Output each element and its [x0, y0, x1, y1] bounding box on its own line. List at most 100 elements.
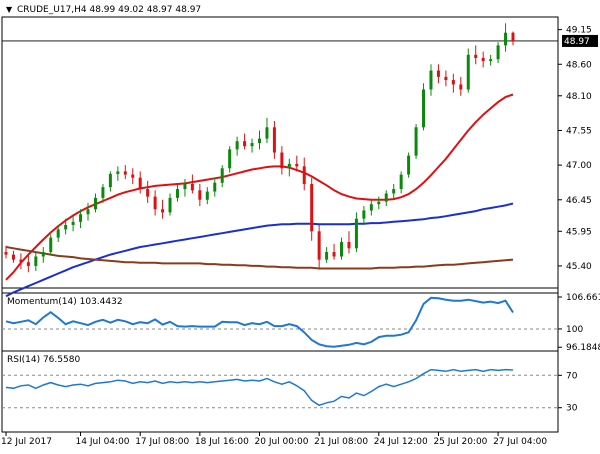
candle-body — [11, 254, 15, 260]
time-tick-label: 25 Jul 20:00 — [433, 437, 487, 447]
momentum-tick-label: 106.6618 — [566, 293, 600, 303]
candle-body — [265, 127, 269, 139]
candle-body — [190, 184, 194, 191]
momentum-line — [5, 296, 514, 348]
candle-body — [325, 252, 329, 260]
candle-body — [362, 210, 366, 219]
candle-body — [302, 166, 306, 185]
candle-body — [459, 84, 463, 90]
candle-body — [317, 231, 321, 260]
candle-body — [19, 259, 23, 263]
symbol-header: CRUDE_U17,H4 48.99 49.02 48.97 48.97 — [17, 5, 201, 15]
candle-body — [41, 252, 45, 257]
candle-body — [243, 141, 247, 147]
time-tick-label: 12 Jul 2017 — [1, 437, 52, 447]
candle-body — [414, 127, 418, 156]
candle-body — [79, 214, 83, 222]
current-price-tag — [562, 34, 598, 47]
candle-body — [56, 229, 60, 238]
candle-body — [138, 177, 142, 190]
candle-body — [205, 191, 209, 200]
candle-body — [504, 32, 508, 46]
time-tick-label: 27 Jul 04:00 — [493, 437, 547, 447]
candle-body — [213, 182, 217, 192]
time-tick-label: 24 Jul 12:00 — [374, 437, 428, 447]
candle-body — [347, 241, 351, 249]
candle-body — [444, 76, 448, 81]
candle-body — [250, 143, 254, 147]
momentum-title: Momentum(14) 103.4432 — [7, 297, 123, 307]
candle-body — [131, 174, 135, 178]
sma-slow-line — [5, 246, 514, 270]
candle-body — [280, 152, 284, 169]
sma-mid-line — [5, 202, 514, 298]
candle-body — [183, 184, 187, 190]
candle-body — [369, 204, 373, 211]
candle-body — [258, 138, 261, 144]
candle-body — [354, 218, 358, 249]
candle-body — [392, 189, 396, 194]
candle-body — [108, 173, 112, 188]
candle-body — [93, 197, 97, 210]
candle-body — [64, 224, 68, 230]
price-tick-label: 45.95 — [566, 227, 592, 237]
candle-body — [399, 174, 403, 190]
candle-body — [496, 45, 500, 60]
candle-body — [474, 54, 478, 58]
dropdown-icon[interactable]: ▼ — [6, 5, 13, 14]
chart-frame — [1, 16, 559, 433]
candle-body — [466, 54, 470, 90]
candle-body — [272, 127, 276, 153]
candle-body — [235, 141, 239, 150]
candle-body — [175, 189, 179, 198]
price-tick-label: 45.40 — [566, 262, 592, 272]
time-tick-label: 20 Jul 00:00 — [255, 437, 309, 447]
price-tick-label: 46.45 — [566, 196, 592, 206]
time-tick-label: 21 Jul 08:00 — [314, 437, 368, 447]
candle-body — [407, 155, 411, 175]
candle-body — [71, 221, 75, 225]
time-tick-label: 18 Jul 16:00 — [195, 437, 249, 447]
candle-body — [101, 187, 105, 198]
rsi-tick-label: 30 — [566, 404, 578, 414]
candle-body — [511, 32, 515, 41]
rsi-line — [5, 368, 514, 407]
candle-body — [161, 209, 165, 213]
candle-body — [153, 196, 157, 210]
candle-body — [384, 193, 388, 202]
candle-body — [287, 163, 291, 169]
candle-body — [429, 70, 433, 90]
candle-body — [489, 59, 493, 62]
candle-body — [116, 171, 120, 174]
candle-body — [146, 189, 150, 197]
price-tick-label: 48.10 — [566, 92, 592, 102]
candle-body — [436, 70, 440, 77]
candle-body — [310, 184, 314, 232]
current-price-label: 48.97 — [564, 37, 590, 47]
candle-body — [377, 201, 381, 205]
candle-body — [4, 252, 8, 255]
candle-body — [198, 190, 202, 200]
price-tick-label: 47.00 — [566, 161, 592, 171]
candle-body — [295, 163, 299, 167]
time-tick-label: 17 Jul 08:00 — [135, 437, 189, 447]
candle-body — [481, 57, 485, 62]
candle-body — [228, 149, 232, 169]
time-tick-label: 14 Jul 04:00 — [76, 437, 130, 447]
candle-body — [422, 89, 426, 128]
candle-body — [49, 237, 53, 253]
candle-body — [451, 80, 455, 85]
momentum-tick-label: 100 — [566, 325, 583, 335]
rsi-tick-label: 70 — [566, 371, 578, 381]
candle-body — [123, 171, 127, 175]
price-tick-label: 47.55 — [566, 126, 592, 136]
candle-body — [34, 256, 38, 266]
candle-body — [340, 241, 344, 257]
sma-fast-line — [5, 93, 514, 281]
momentum-tick-label: 96.1848 — [566, 343, 600, 353]
price-tick-label: 48.60 — [566, 60, 592, 70]
candle-body — [220, 168, 224, 183]
candle-body — [332, 252, 336, 257]
